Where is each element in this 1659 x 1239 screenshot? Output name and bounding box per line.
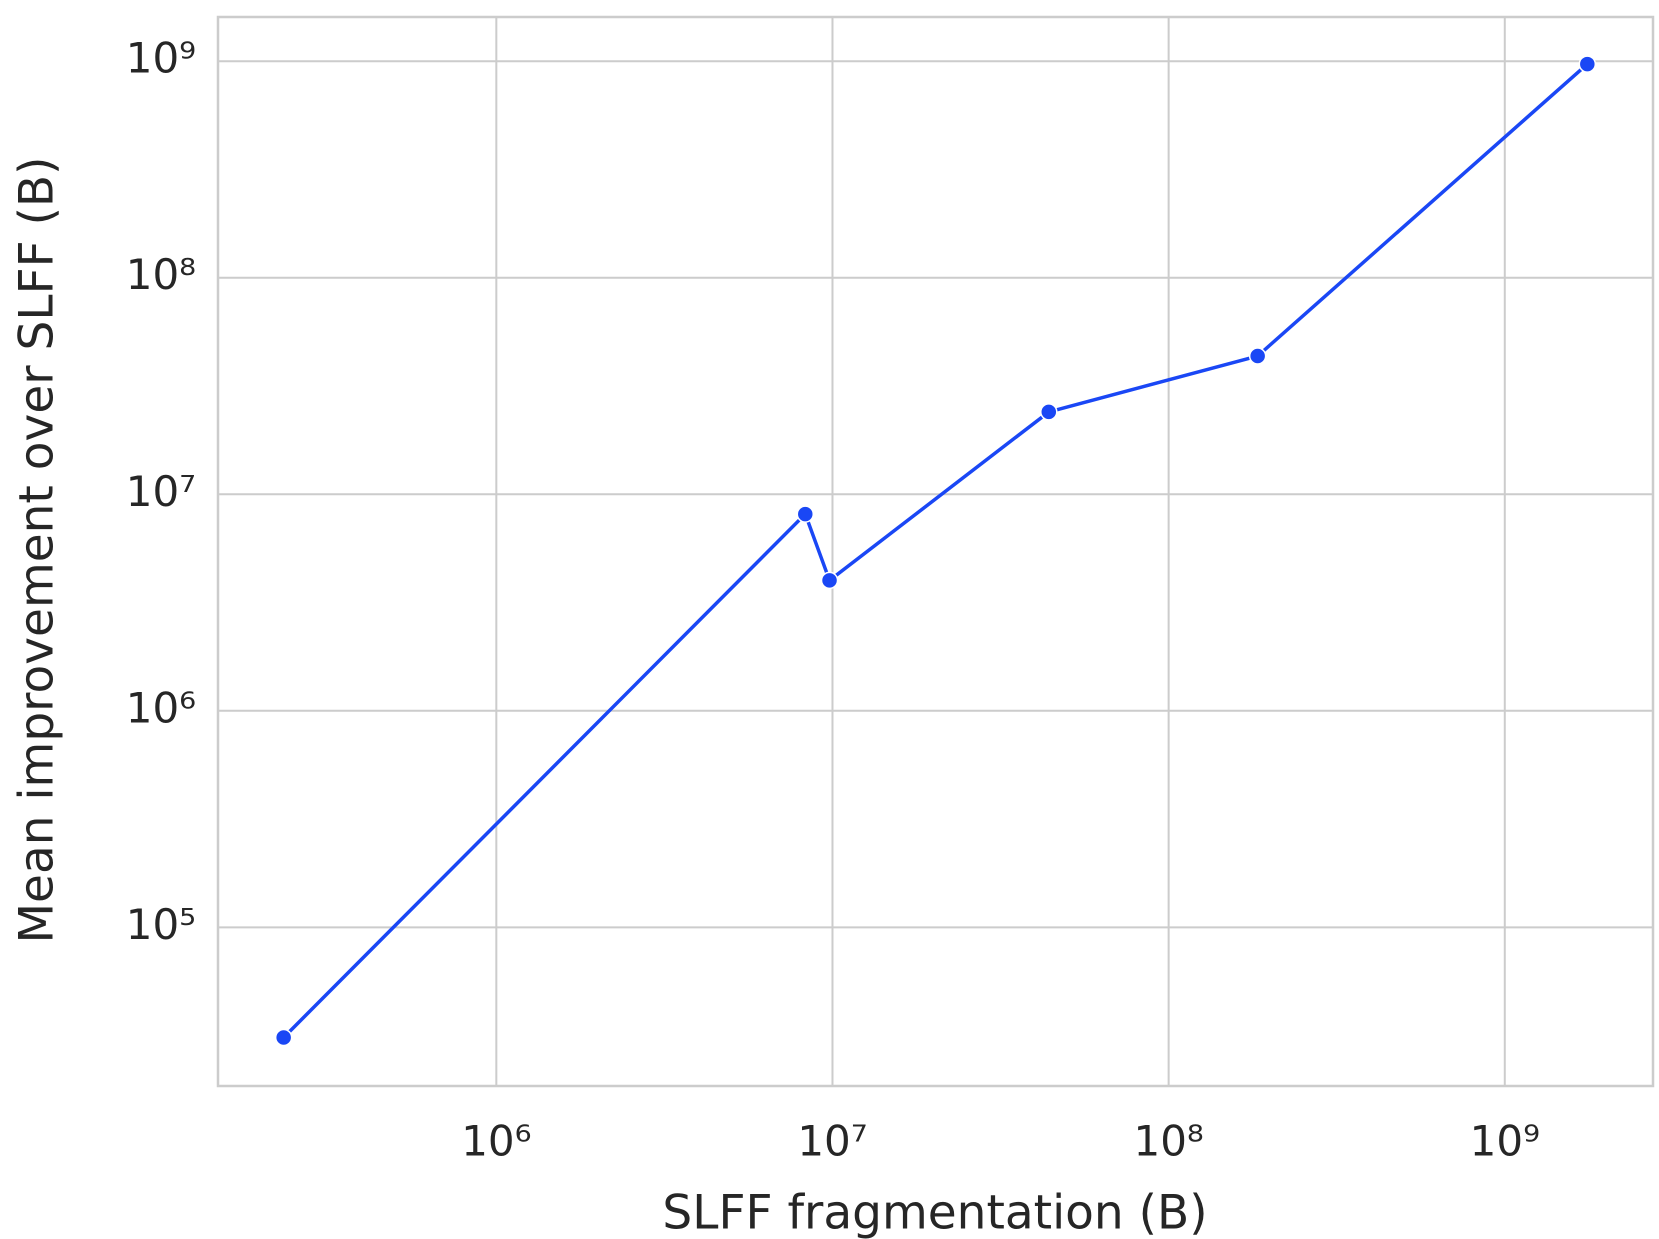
x-tick-label: 10⁸ bbox=[1133, 1117, 1203, 1166]
y-tick-label: 10⁶ bbox=[126, 683, 196, 732]
point bbox=[274, 1028, 293, 1047]
y-tick-label: 10⁸ bbox=[126, 250, 196, 299]
y-tick-label: 10⁷ bbox=[126, 467, 196, 516]
y-tick-label: 10⁵ bbox=[126, 900, 196, 949]
point bbox=[820, 571, 839, 590]
y-tick-label: 10⁹ bbox=[126, 34, 196, 83]
point bbox=[1248, 347, 1267, 365]
x-tick-label: 10⁹ bbox=[1470, 1117, 1540, 1166]
point bbox=[1578, 55, 1597, 73]
x-tick-label: 10⁷ bbox=[797, 1117, 867, 1166]
y-axis-label: Mean improvement over SLFF (B) bbox=[10, 157, 65, 944]
point bbox=[796, 505, 815, 523]
x-axis-label: SLFF fragmentation (B) bbox=[662, 1186, 1207, 1239]
line bbox=[282, 62, 1589, 1039]
plot-frame bbox=[216, 15, 1655, 1088]
point bbox=[1040, 403, 1058, 421]
x-tick-label: 10⁶ bbox=[461, 1117, 531, 1166]
